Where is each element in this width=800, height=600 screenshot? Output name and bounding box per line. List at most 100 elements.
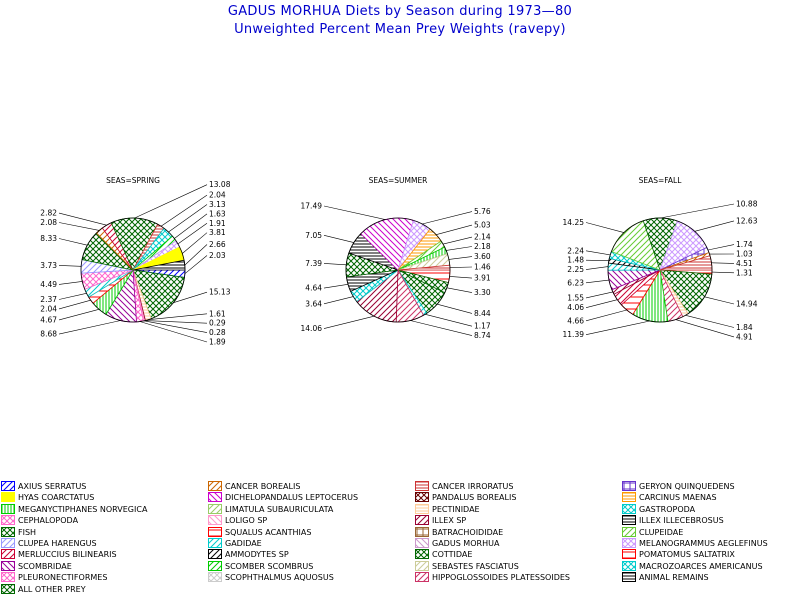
leader-line — [436, 224, 473, 235]
slice-value-label: 3.13 — [209, 200, 226, 209]
slice-value-label: 8.44 — [474, 309, 491, 318]
leader-line — [585, 299, 618, 308]
leader-line — [711, 262, 735, 264]
leader-line — [58, 222, 100, 231]
leader-line — [660, 203, 735, 219]
leader-line — [585, 309, 627, 322]
legend-swatch — [622, 526, 636, 537]
legend-swatch — [415, 481, 429, 491]
leader-line — [437, 303, 473, 314]
slice-value-label: 3.81 — [209, 228, 226, 237]
leader-line — [323, 315, 375, 329]
legend: AXIUS SERRATUS HYAS COARCTATUS MEGANYCTIPH… — [0, 480, 800, 600]
legend-swatch — [415, 560, 429, 571]
slice-value-label: 14.94 — [736, 300, 758, 309]
legend-label: GASTROPODA — [639, 504, 696, 514]
legend-label: CEPHALOPODA — [18, 516, 79, 526]
leader-line — [58, 309, 100, 321]
slice-value-label: 1.03 — [736, 250, 753, 259]
leader-line — [144, 320, 208, 324]
legend-label: COTTIDAE — [432, 550, 473, 560]
slice-value-label: 2.25 — [567, 265, 584, 274]
pie-chart: SEAS=FALL 10.88 12.63 1.741.034.511.31 14.94… — [563, 176, 758, 341]
leader-line — [694, 220, 735, 232]
slice-value-label: 4.64 — [305, 284, 322, 293]
slice-value-label: 2.04 — [209, 191, 226, 200]
slice-value-label: 3.30 — [474, 288, 491, 297]
legend-swatch — [415, 572, 429, 583]
slice-value-label: 4.91 — [736, 332, 753, 341]
pie-outline — [80, 217, 186, 323]
leader-line — [143, 320, 208, 333]
legend-swatch — [208, 560, 222, 571]
leader-line — [446, 287, 473, 293]
legend-swatch — [415, 515, 429, 526]
legend-swatch — [415, 526, 429, 537]
legend-label: CANCER BOREALIS — [225, 482, 301, 491]
pie-title: SEAS=FALL — [639, 176, 683, 185]
legend-swatch — [622, 515, 636, 526]
slice-value-label: 1.48 — [567, 256, 584, 265]
slice-value-label: 4.49 — [40, 280, 57, 289]
slice-value-label: 8.33 — [40, 234, 57, 243]
legend-label: SEBASTES FASCIATUS — [432, 561, 519, 571]
leader-line — [58, 265, 82, 267]
legend-swatch — [208, 549, 222, 560]
legend-swatch — [208, 492, 222, 503]
leader-line — [448, 256, 473, 260]
legend-swatch — [415, 538, 429, 548]
leader-line — [685, 315, 735, 328]
slice-value-label: 17.49 — [301, 202, 323, 211]
slice-value-label: 13.08 — [209, 180, 231, 189]
legend-label: PLEURONECTIFORMES — [18, 573, 108, 583]
leader-line — [177, 223, 208, 245]
slice-value-label: 8.68 — [40, 330, 57, 339]
leader-line — [585, 266, 609, 270]
legend-swatch — [1, 481, 15, 491]
slice-value-label: 2.18 — [474, 242, 491, 251]
legend-swatch — [1, 526, 15, 537]
pie-charts-canvas: SEAS=SPRING 13.082.043.131.631.913.812.66… — [40, 176, 758, 347]
legend-swatch — [1, 549, 15, 560]
legend-label: DICHELOPANDALUS LEPTOCERUS — [225, 493, 359, 503]
leader-line — [711, 271, 735, 274]
leader-line — [323, 284, 349, 289]
legend-label: GADUS MORHUA — [432, 539, 500, 548]
leader-line — [58, 212, 107, 226]
legend-label: ALL OTHER PREY — [18, 584, 86, 594]
slice-value-label: 1.74 — [736, 240, 753, 249]
legend-swatch — [622, 549, 636, 560]
legend-label: MACROZOARCES AMERICANUS — [639, 561, 763, 571]
leader-line — [58, 281, 83, 285]
legend-swatch — [208, 538, 222, 548]
legend-swatch — [415, 492, 429, 503]
leader-line — [134, 184, 208, 219]
slice-value-label: 3.73 — [40, 261, 57, 270]
legend-label: AXIUS SERRATUS — [18, 482, 87, 491]
slice-value-label: 1.89 — [209, 338, 226, 347]
leader-line — [323, 296, 354, 305]
slice-value-label: 1.17 — [474, 322, 491, 331]
legend-swatch — [208, 572, 222, 583]
legend-label: CLUPEA HARENGUS — [18, 539, 97, 548]
slice-value-label: 3.60 — [474, 252, 491, 261]
leader-line — [585, 250, 611, 256]
legend-label: ILLEX ILLECEBROSUS — [639, 516, 724, 526]
legend-swatch — [1, 503, 15, 514]
leader-line — [58, 238, 88, 246]
leader-line — [58, 320, 121, 335]
legend-label: GERYON QUINQUEDENS — [639, 482, 735, 491]
legend-swatch — [622, 492, 636, 503]
leader-line — [323, 263, 347, 266]
legend-swatch — [1, 538, 15, 548]
leader-line — [585, 279, 610, 284]
leader-line — [58, 293, 87, 300]
leader-line — [585, 291, 613, 299]
pie-chart: SEAS=SUMMER 5.76 5.03 2.142.183.60 1.46 3.91 3… — [301, 176, 491, 340]
slice-value-label: 8.74 — [474, 331, 491, 340]
slice-value-label: 14.06 — [301, 324, 323, 333]
pie-outline — [607, 217, 713, 323]
slice-value-label: 1.46 — [474, 263, 491, 272]
slice-value-label: 3.64 — [305, 299, 322, 308]
slice-value-label: 14.25 — [563, 218, 585, 227]
